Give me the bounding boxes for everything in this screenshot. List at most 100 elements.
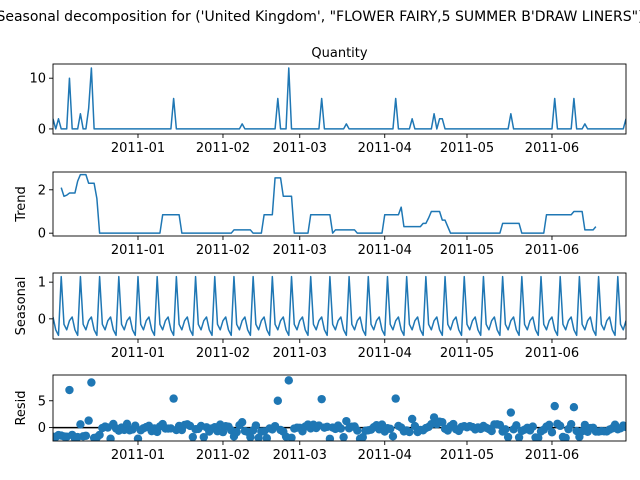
resid-point	[199, 432, 208, 441]
x-tick-label: 2011-02	[196, 346, 250, 361]
resid-point	[487, 426, 496, 436]
resid-point	[547, 428, 557, 437]
series-line	[60, 173, 597, 234]
seasonal-line	[53, 275, 626, 337]
y-tick-label: 0	[38, 227, 46, 242]
y-axis-label: Seasonal	[14, 277, 29, 336]
plot-area	[53, 67, 626, 130]
x-tick-label: 2011-06	[525, 346, 579, 361]
x-tick-label: 2011-05	[440, 346, 494, 361]
resid-point	[512, 421, 521, 430]
resid-point	[528, 422, 537, 431]
x-tick-label: 2011-06	[525, 141, 579, 156]
resid-point	[325, 434, 335, 441]
panel-2: 2011-01 2011-02 2011-03 2011-04 2011-05 2011-…	[14, 171, 627, 258]
panel-4: 2011-01 2011-02 2011-03 2011-04 2011-05 2011-…	[14, 374, 627, 463]
figure-title: Seasonal decomposition for ('United King…	[0, 9, 640, 25]
resid-point	[405, 427, 414, 437]
resid-point	[621, 422, 626, 432]
resid-point	[87, 378, 96, 387]
resid-point	[122, 419, 132, 429]
resid-point	[287, 433, 296, 441]
resid-point	[545, 420, 554, 429]
resid-point	[65, 385, 74, 395]
resid-point	[262, 434, 272, 441]
x-tick-label: 2011-01	[111, 346, 165, 361]
resid-point	[188, 432, 198, 441]
x-tick-label: 2011-03	[273, 346, 327, 361]
resid-point	[81, 431, 91, 440]
resid-point	[407, 414, 417, 424]
x-tick-label: 2011-01	[111, 448, 165, 463]
x-tick-label: 2011-04	[358, 346, 412, 361]
plot-area	[53, 275, 626, 337]
y-axis-label: Resid	[14, 390, 29, 425]
axes-frame	[52, 63, 627, 135]
x-tick-label: 2011-01	[111, 243, 165, 258]
x-tick-label: 2011-02	[196, 141, 250, 156]
resid-point	[569, 403, 579, 412]
resid-point	[106, 434, 115, 441]
panel-title: Quantity	[311, 46, 367, 61]
x-tick-label: 2011-01	[111, 141, 165, 156]
resid-point	[556, 421, 565, 431]
axes-frame	[52, 171, 627, 237]
x-tick-label: 2011-04	[358, 141, 412, 156]
resid-point	[391, 394, 400, 403]
resid-point	[353, 426, 362, 435]
resid-point	[317, 394, 326, 404]
x-tick-label: 2011-05	[440, 141, 494, 156]
series-line	[53, 67, 626, 130]
y-tick-label: 0	[38, 421, 46, 436]
y-tick-label: 10	[29, 72, 46, 87]
resid-point	[246, 432, 255, 441]
resid-point	[561, 433, 570, 441]
resid-point	[84, 416, 93, 425]
resid-point	[76, 420, 85, 429]
resid-point	[550, 401, 559, 411]
resid-point	[503, 432, 513, 441]
x-tick-label: 2011-05	[440, 243, 494, 258]
resid-point	[386, 424, 395, 434]
panel-3: 2011-01 2011-02 2011-03 2011-04 2011-05 2011-…	[14, 272, 627, 361]
panel-1: 2011-01 2011-02 2011-03 2011-04 2011-05 2011-…	[29, 46, 627, 156]
resid-point	[339, 432, 348, 441]
x-tick-label: 2011-04	[358, 243, 412, 258]
resid-point	[388, 432, 398, 441]
resid-point	[358, 433, 367, 441]
y-tick-label: 0	[38, 312, 46, 327]
resid-point	[342, 416, 351, 426]
x-tick-label: 2011-05	[440, 448, 494, 463]
x-tick-label: 2011-03	[273, 243, 327, 258]
resid-point	[514, 433, 524, 441]
y-tick-label: 5	[38, 394, 46, 409]
resid-point	[273, 396, 283, 405]
axes-frame	[52, 374, 627, 442]
resid-point	[133, 434, 143, 441]
resid-point	[336, 424, 346, 433]
resid-point	[506, 408, 516, 417]
resid-point	[251, 421, 261, 430]
axes-frame	[52, 272, 627, 340]
y-tick-label: 0	[38, 122, 46, 137]
x-tick-label: 2011-03	[273, 448, 327, 463]
resid-point	[566, 419, 576, 429]
x-tick-label: 2011-04	[358, 448, 412, 463]
resid-point	[284, 376, 293, 385]
resid-point	[237, 418, 247, 427]
resid-point	[95, 430, 104, 440]
resid-point	[438, 418, 447, 427]
plot-area	[53, 376, 626, 441]
plot-area	[60, 173, 597, 234]
resid-point	[232, 427, 241, 437]
resid-point	[501, 425, 510, 434]
x-tick-label: 2011-02	[196, 448, 250, 463]
y-axis-label: Trend	[14, 186, 29, 223]
x-tick-label: 2011-06	[525, 243, 579, 258]
x-tick-label: 2011-06	[525, 448, 579, 463]
x-tick-label: 2011-02	[196, 243, 250, 258]
resid-point	[169, 394, 178, 403]
x-tick-label: 2011-03	[273, 141, 327, 156]
y-tick-label: 1	[38, 276, 46, 291]
